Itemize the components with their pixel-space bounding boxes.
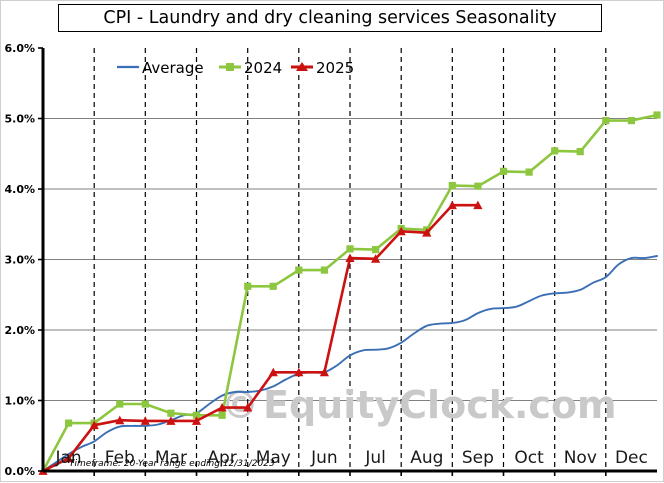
x-axis-labels: Jan Feb Mar Apr May Jun Jul Aug Sep Oct Nov Dec	[54, 448, 647, 468]
data-point-marker	[319, 367, 329, 377]
data-point-marker	[166, 416, 176, 425]
y-axis-tick-label: 5.0%	[4, 113, 35, 126]
series-group	[38, 111, 661, 475]
x-axis-tick-label: Nov	[564, 448, 597, 468]
data-point-marker	[141, 400, 149, 408]
data-point-marker	[473, 200, 483, 210]
data-point-marker	[217, 402, 227, 412]
data-point-marker	[218, 411, 226, 419]
series-line-average	[42, 255, 658, 472]
y-axis-labels: 0.0% 1.0% 2.0% 3.0% 4.0% 5.0% 6.0%	[4, 42, 35, 478]
legend-item-2024[interactable]: 2024	[219, 59, 282, 77]
watermark-text: EquityClock.com	[263, 383, 617, 427]
chart-title-box: CPI - Laundry and dry cleaning services …	[58, 4, 602, 32]
data-point-marker	[65, 419, 73, 427]
data-point-marker	[244, 282, 252, 290]
page-title: CPI - Laundry and dry cleaning services …	[103, 8, 557, 28]
data-point-marker	[294, 367, 304, 377]
x-axis-tick-label: Sep	[462, 448, 494, 468]
data-point-marker	[653, 111, 661, 119]
data-point-marker	[140, 416, 150, 425]
x-axis-tick-label: May	[256, 448, 291, 468]
x-axis-tick-label: Aug	[410, 448, 443, 468]
data-point-marker	[372, 246, 380, 254]
axes-group	[38, 47, 657, 476]
x-axis-tick-label: Feb	[105, 448, 135, 468]
data-point-marker	[396, 226, 406, 236]
data-point-marker	[243, 402, 253, 412]
data-point-marker	[602, 117, 610, 125]
series-line-2025	[41, 203, 480, 473]
legend-marker-triangle	[296, 62, 308, 71]
data-point-marker	[269, 282, 277, 290]
legend-item-average[interactable]: Average	[117, 59, 204, 77]
data-point-marker	[115, 415, 125, 425]
data-point-marker	[192, 411, 201, 419]
y-axis-tick-label: 2.0%	[4, 324, 35, 337]
x-axis-tick-label: Jun	[310, 448, 338, 468]
x-axis-tick-label: Jan	[54, 448, 81, 468]
legend-label: Average	[142, 59, 204, 77]
data-point-marker	[116, 400, 124, 408]
x-axis-tick-label: Oct	[514, 448, 544, 468]
legend-label: 2024	[244, 59, 282, 77]
timeframe-note: Timeframe: 20-Year range ending 12/31/20…	[69, 459, 275, 469]
y-axis-tick-label: 0.0%	[4, 465, 35, 478]
timeframe-text: Timeframe: 20-Year range ending 12/31/20…	[69, 459, 275, 469]
data-point-marker	[627, 117, 635, 125]
chart-legend: Average 2024 2025	[117, 59, 354, 77]
y-axis-tick-label: 1.0%	[4, 395, 35, 408]
data-point-marker	[551, 147, 559, 155]
data-point-marker	[448, 181, 456, 190]
data-point-marker	[525, 168, 533, 176]
legend-item-2025[interactable]: 2025	[291, 59, 354, 77]
legend-label: 2025	[316, 59, 354, 77]
legend-marker-square	[226, 63, 234, 71]
watermark: EquityClock.com©	[221, 383, 617, 427]
data-point-marker	[447, 200, 457, 210]
data-point-marker	[167, 409, 175, 417]
data-point-marker	[422, 228, 432, 237]
data-point-marker	[371, 254, 381, 263]
data-point-marker	[89, 420, 99, 430]
y-axis-tick-label: 4.0%	[4, 183, 35, 196]
x-axis-tick-label: Mar	[155, 448, 187, 468]
data-point-marker	[191, 416, 202, 425]
x-axis-tick-label: Jul	[364, 448, 386, 468]
data-point-marker	[268, 367, 278, 377]
data-point-marker	[320, 266, 328, 274]
data-point-marker	[345, 253, 355, 262]
y-axis-tick-label: 3.0%	[4, 254, 35, 267]
data-point-marker	[295, 266, 303, 274]
data-point-marker	[64, 453, 74, 463]
data-point-marker	[474, 182, 482, 190]
x-axis-tick-label: Dec	[615, 448, 648, 468]
data-point-marker	[576, 148, 584, 156]
data-point-marker	[346, 245, 354, 253]
data-point-marker	[499, 167, 508, 175]
y-axis-tick-label: 6.0%	[4, 42, 35, 55]
x-axis-tick-label: Apr	[207, 448, 236, 468]
